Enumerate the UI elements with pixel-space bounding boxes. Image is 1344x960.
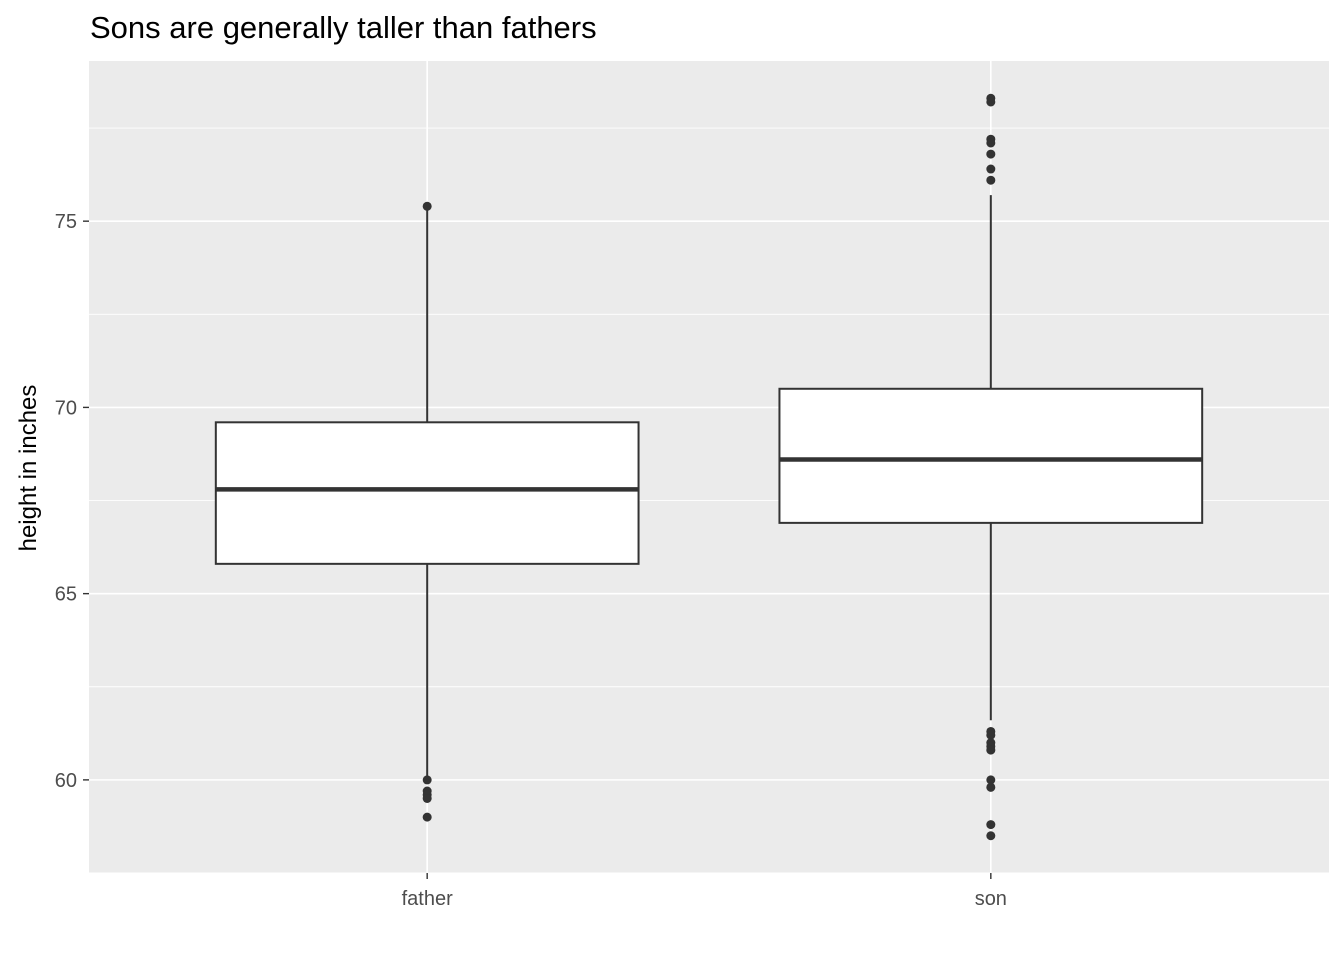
- outlier-point: [422, 201, 432, 211]
- outlier-point: [986, 97, 996, 107]
- box-son: [778, 93, 1204, 841]
- box-iqr: [214, 421, 640, 565]
- y-tick-label: 75: [55, 211, 77, 233]
- y-tick-label: 65: [55, 584, 77, 606]
- box-iqr: [778, 387, 1204, 524]
- outlier-point: [986, 164, 996, 174]
- chart-title: Sons are generally taller than fathers: [90, 10, 597, 45]
- y-tick-label: 60: [55, 770, 77, 792]
- outlier-point: [422, 775, 432, 785]
- outlier-point: [986, 775, 996, 785]
- outlier-point: [986, 175, 996, 185]
- x-axis: father son: [402, 873, 1007, 910]
- outlier-point: [986, 820, 996, 830]
- y-tick-label: 70: [55, 397, 77, 419]
- box-father: [214, 201, 640, 822]
- outlier-point: [986, 730, 996, 740]
- outlier-point: [986, 745, 996, 755]
- outlier-point: [986, 149, 996, 159]
- outlier-point: [422, 812, 432, 822]
- outlier-point: [986, 831, 996, 841]
- x-tick-label: son: [975, 888, 1007, 910]
- x-tick-label: father: [402, 888, 453, 910]
- boxes-layer: [214, 93, 1204, 841]
- outlier-point: [986, 782, 996, 792]
- outlier-point: [986, 138, 996, 148]
- y-axis: 60 65 70 75: [55, 211, 89, 792]
- outlier-point: [422, 794, 432, 804]
